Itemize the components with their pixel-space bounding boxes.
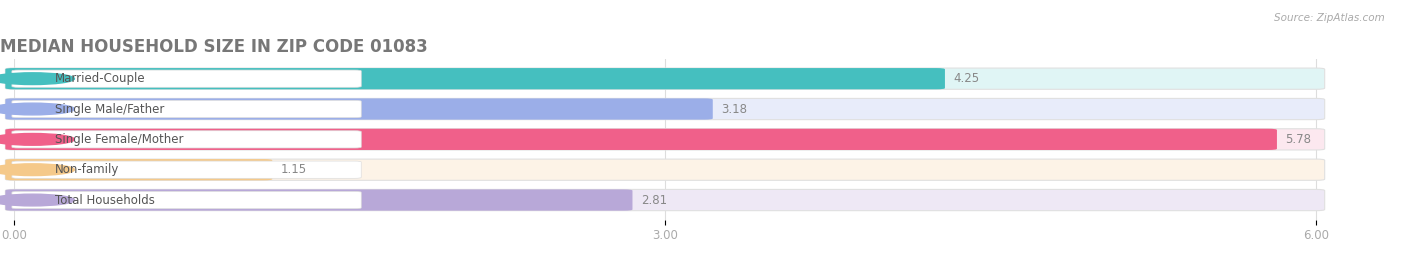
- Text: 2.81: 2.81: [641, 193, 668, 207]
- FancyBboxPatch shape: [11, 191, 361, 209]
- FancyBboxPatch shape: [11, 131, 361, 148]
- Circle shape: [0, 103, 75, 115]
- FancyBboxPatch shape: [6, 159, 1324, 180]
- Text: MEDIAN HOUSEHOLD SIZE IN ZIP CODE 01083: MEDIAN HOUSEHOLD SIZE IN ZIP CODE 01083: [0, 38, 427, 56]
- Text: Single Female/Mother: Single Female/Mother: [55, 133, 184, 146]
- Text: 1.15: 1.15: [281, 163, 307, 176]
- Text: Married-Couple: Married-Couple: [55, 72, 146, 85]
- FancyBboxPatch shape: [6, 98, 713, 120]
- FancyBboxPatch shape: [6, 68, 1324, 89]
- Text: Source: ZipAtlas.com: Source: ZipAtlas.com: [1274, 13, 1385, 23]
- FancyBboxPatch shape: [11, 100, 361, 118]
- Circle shape: [0, 133, 75, 145]
- FancyBboxPatch shape: [11, 161, 361, 178]
- Text: 4.25: 4.25: [953, 72, 980, 85]
- Text: 5.78: 5.78: [1285, 133, 1312, 146]
- FancyBboxPatch shape: [6, 189, 1324, 211]
- Text: Single Male/Father: Single Male/Father: [55, 103, 165, 116]
- FancyBboxPatch shape: [6, 189, 633, 211]
- Text: Non-family: Non-family: [55, 163, 120, 176]
- Text: 3.18: 3.18: [721, 103, 748, 116]
- FancyBboxPatch shape: [6, 129, 1277, 150]
- FancyBboxPatch shape: [6, 98, 1324, 120]
- Text: Total Households: Total Households: [55, 193, 155, 207]
- FancyBboxPatch shape: [6, 129, 1324, 150]
- Circle shape: [0, 73, 75, 84]
- Circle shape: [0, 164, 75, 176]
- FancyBboxPatch shape: [6, 159, 273, 180]
- FancyBboxPatch shape: [11, 70, 361, 87]
- Circle shape: [0, 194, 75, 206]
- FancyBboxPatch shape: [6, 68, 945, 89]
